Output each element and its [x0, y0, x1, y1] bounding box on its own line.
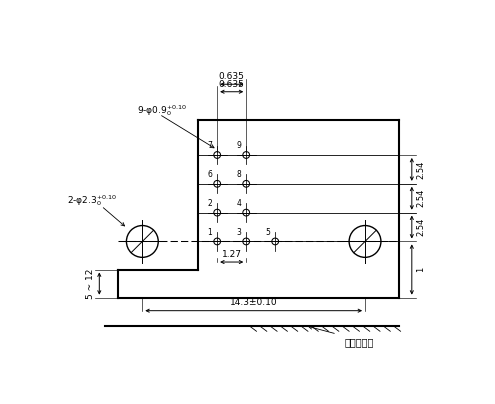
- Text: 14.3±0.10: 14.3±0.10: [230, 298, 278, 307]
- Text: 1.27: 1.27: [222, 250, 242, 259]
- Text: 1: 1: [207, 227, 212, 237]
- Text: 1: 1: [416, 267, 426, 272]
- Text: 2: 2: [207, 199, 212, 208]
- Text: 0.635: 0.635: [219, 80, 245, 89]
- Text: 7: 7: [207, 141, 212, 150]
- Text: 2.54: 2.54: [416, 218, 426, 236]
- Text: 2-φ2.3$^{+0.10}_{0}$: 2-φ2.3$^{+0.10}_{0}$: [67, 193, 118, 208]
- Text: 3: 3: [237, 227, 242, 237]
- Text: 0.635: 0.635: [219, 72, 245, 82]
- Text: 4: 4: [237, 199, 242, 208]
- Text: 2.54: 2.54: [416, 160, 426, 179]
- Text: 8: 8: [237, 170, 242, 179]
- Text: 5: 5: [265, 227, 270, 237]
- Text: 9: 9: [237, 141, 242, 150]
- Text: 6: 6: [207, 170, 212, 179]
- Text: 印制板边缘: 印制板边缘: [345, 337, 374, 347]
- Text: 2.54: 2.54: [416, 189, 426, 207]
- Text: 5 ~ 12: 5 ~ 12: [86, 268, 95, 299]
- Text: 9-φ0.9$^{+0.10}_{0}$: 9-φ0.9$^{+0.10}_{0}$: [137, 103, 187, 118]
